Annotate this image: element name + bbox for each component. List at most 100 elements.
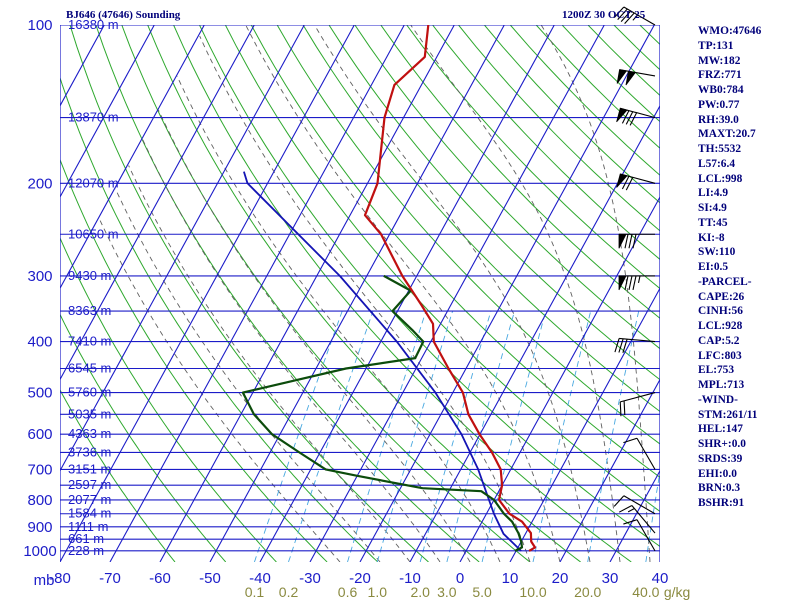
barb-feather — [623, 519, 638, 525]
index-item: -WIND- — [698, 393, 738, 406]
mixing-ratio-label: 2.0 — [410, 584, 430, 600]
barb-feather — [628, 275, 633, 291]
barb-feather — [619, 401, 622, 417]
height-label: 2077 m — [68, 492, 111, 507]
isotherm-line — [60, 25, 205, 290]
barb-feather — [632, 275, 637, 291]
index-item: LCL:928 — [698, 320, 743, 332]
temperature-tick-label: 10 — [502, 570, 519, 587]
wind-barb — [614, 337, 656, 354]
barb-feather — [618, 338, 624, 353]
wind-barbs — [613, 6, 656, 552]
index-item: WMO:47646 — [698, 25, 762, 37]
mixing-ratio-label: 0.1 — [245, 584, 265, 600]
index-item: SHR+:0.0 — [698, 438, 746, 450]
pressure-label: 100 — [27, 17, 52, 34]
index-item: EHI:0.0 — [698, 467, 737, 480]
isotherm-line — [60, 25, 355, 562]
isotherm-line — [509, 287, 660, 562]
index-item: BSHR:91 — [698, 497, 745, 509]
dry-adiabat-line — [328, 25, 660, 381]
temperature-tick-label: -30 — [299, 570, 321, 587]
index-item: HEL:147 — [698, 423, 743, 436]
mixing-ratio-label: 10.0 — [519, 584, 546, 600]
pressure-label: 200 — [27, 175, 52, 192]
barb-half-feather — [627, 508, 635, 513]
barb-feather — [618, 504, 633, 513]
mixing-ratio-label: 20.0 — [574, 584, 601, 600]
mixing-ratio-label: 5.0 — [472, 584, 492, 600]
temperature-tick-label: -40 — [249, 570, 271, 587]
temperature-tick-label: -70 — [99, 570, 121, 587]
wind-barb — [618, 504, 656, 534]
pressure-label: 500 — [27, 385, 52, 402]
height-label: 2597 m — [68, 477, 111, 492]
index-item: TH:5532 — [698, 143, 742, 155]
mixing-ratio-label: 40.0 — [632, 584, 659, 600]
height-label: 7410 m — [68, 334, 111, 349]
moist-adiabat-line — [157, 109, 471, 562]
dewpoint-line — [241, 274, 524, 552]
height-label: 10650 m — [68, 226, 119, 241]
height-label: 5035 m — [68, 406, 111, 421]
index-item: CINH:56 — [698, 305, 743, 318]
temperature-tick-label: 20 — [552, 570, 569, 587]
barb-feather — [625, 111, 634, 125]
barb-pennant — [616, 107, 628, 123]
wind-barb — [616, 107, 656, 126]
barb-pennant — [625, 70, 637, 86]
barb-feather — [622, 338, 628, 354]
barb-staff — [623, 6, 656, 26]
wind-barb — [613, 495, 656, 515]
index-item: MPL:713 — [698, 379, 745, 391]
index-item: LCL:998 — [698, 172, 743, 185]
isotherm-line — [359, 25, 655, 562]
isotherm-line — [60, 25, 255, 381]
mixing-ratio-unit: g/kg — [664, 584, 690, 600]
height-label: 16380 m — [68, 17, 119, 32]
pressure-label: 800 — [27, 492, 52, 509]
index-item: KI:-8 — [698, 231, 725, 244]
wind-barb — [616, 69, 656, 86]
moist-adiabat-line — [99, 219, 341, 562]
height-label: 6545 m — [68, 360, 111, 375]
parcel-path-line — [243, 171, 522, 552]
dry-adiabat-line — [147, 25, 581, 562]
height-label: 228 m — [68, 543, 104, 558]
isotherm-line — [209, 25, 505, 562]
temperature-tick-label: -20 — [349, 570, 371, 587]
index-item: FRZ:771 — [698, 69, 742, 82]
mixing-ratio-label: 1.0 — [368, 584, 388, 600]
moist-adiabat-line — [114, 188, 381, 562]
index-item: SI:4.9 — [698, 202, 727, 214]
dry-adiabat-line — [60, 76, 379, 562]
barb-pennant — [616, 69, 628, 84]
wind-barb — [623, 519, 656, 552]
dry-adiabat-line — [69, 25, 429, 562]
index-item: L57:6.4 — [698, 157, 736, 170]
temperature-tick-label: -10 — [399, 570, 421, 587]
index-item: WB0:784 — [698, 84, 744, 96]
mixing-ratio-label: 3.0 — [437, 584, 457, 600]
barb-pennant — [616, 173, 628, 188]
mixing-ratio-line — [347, 310, 427, 562]
profile-lines — [241, 25, 537, 552]
barb-feather — [624, 12, 635, 24]
barb-feather — [620, 10, 632, 22]
mixing-ratio-label: 0.6 — [338, 584, 358, 600]
height-label: 8363 m — [68, 303, 111, 318]
index-item: PW:0.77 — [698, 98, 740, 111]
dry-adiabat-line — [224, 25, 660, 513]
height-label: 1111 m — [68, 519, 108, 534]
isotherm-line — [60, 25, 155, 199]
isotherm-line — [459, 195, 660, 562]
barb-feather — [628, 234, 633, 249]
barb-feather — [621, 110, 630, 124]
height-label: 4363 m — [68, 426, 111, 441]
index-item: SRDS:39 — [698, 452, 743, 465]
index-item: LI:4.9 — [698, 187, 729, 200]
wind-barb — [618, 275, 655, 291]
pressure-label: 300 — [27, 268, 52, 285]
dry-adiabat-line — [60, 236, 277, 562]
